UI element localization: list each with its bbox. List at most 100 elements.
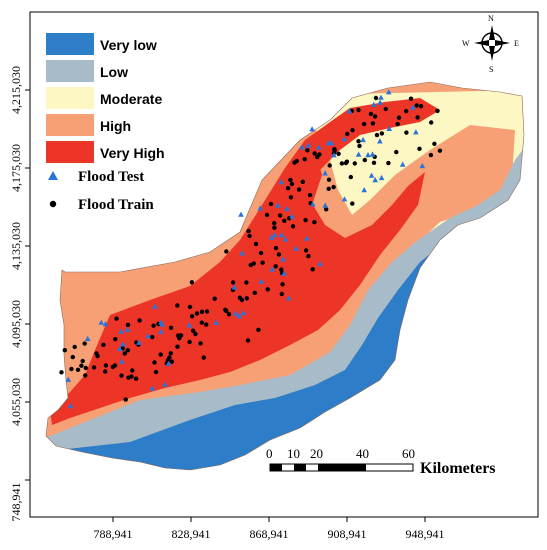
legend-swatch-high [46, 114, 94, 136]
flood-train-point [435, 108, 440, 114]
x-axis: 788,941 828,941 868,941 908,941 948,941 [94, 517, 445, 541]
flood-train-point [59, 370, 64, 375]
flood-test-point [152, 303, 158, 309]
flood-train-point [204, 322, 209, 327]
flood-train-point [268, 201, 274, 207]
flood-test-point [281, 270, 287, 276]
flood-train-point [437, 148, 443, 153]
scale-label-10: 10 [287, 446, 300, 461]
flood-train-point [302, 157, 307, 162]
flood-train-point [122, 351, 128, 356]
flood-test-point [275, 202, 281, 208]
flood-train-point [245, 338, 251, 343]
flood-train-point [352, 161, 357, 166]
flood-train-point [153, 369, 159, 375]
flood-test-point [293, 245, 299, 251]
flood-train-point [199, 320, 204, 325]
flood-test-point [331, 152, 337, 158]
scale-label-20: 20 [310, 446, 323, 461]
flood-train-point [344, 159, 350, 164]
compass-needle-south [489, 46, 495, 61]
flood-test-point [84, 335, 91, 341]
flood-train-point [69, 366, 74, 372]
flood-test-point [257, 205, 263, 211]
flood-train-point [150, 334, 155, 340]
legend-label-low: Low [100, 64, 128, 80]
y-axis: 4,215,030 4,175,030 4,135,030 4,095,030 … [9, 66, 30, 522]
flood-train-point [386, 160, 391, 166]
flood-train-point [79, 363, 84, 368]
legend-label-moderate: Moderate [100, 91, 162, 107]
flood-test-point [305, 142, 312, 148]
flood-test-point [118, 358, 125, 364]
flood-test-point [268, 234, 275, 240]
flood-train-point [415, 115, 420, 120]
flood-train-point [123, 397, 128, 402]
flood-train-point [273, 245, 279, 251]
flood-train-point [332, 147, 337, 152]
y-tick-label: 748,941 [9, 483, 23, 522]
flood-test-point [239, 250, 245, 256]
flood-test-point [271, 232, 278, 238]
flood-train-point [246, 228, 251, 234]
flood-test-point [269, 266, 275, 272]
legend: Very low Low Moderate High Very High Flo… [46, 33, 165, 213]
flood-train-point [119, 373, 124, 378]
flood-test-point [186, 322, 193, 328]
flood-train-point [158, 352, 163, 357]
flood-test-point [238, 211, 244, 217]
flood-test-point [410, 104, 416, 110]
flood-train-point [133, 376, 139, 381]
compass-s: S [489, 65, 493, 74]
flood-train-point [175, 303, 180, 308]
flood-test-point [102, 321, 109, 327]
flood-test-point [361, 187, 367, 193]
flood-train-point [429, 120, 434, 125]
x-tick-label: 948,941 [406, 527, 445, 541]
x-tick-label: 828,941 [172, 527, 211, 541]
flood-train-point [356, 139, 361, 144]
flood-train-point [224, 249, 229, 254]
flood-train-point [187, 304, 193, 310]
flood-train-point [362, 157, 367, 163]
flood-test-point [159, 321, 165, 327]
flood-train-point [383, 106, 388, 112]
legend-swatch-moderate [46, 87, 94, 109]
flood-train-point [348, 174, 353, 180]
flood-train-point [112, 363, 118, 368]
flood-test-point [98, 319, 105, 325]
flood-train-point [279, 267, 284, 272]
flood-train-point [151, 323, 156, 328]
flood-test-point [136, 339, 142, 345]
flood-test-point [370, 101, 377, 107]
flood-train-point [114, 316, 119, 321]
flood-train-point [288, 195, 294, 200]
legend-swatch-low [46, 60, 94, 82]
flood-train-point [307, 192, 313, 198]
flood-train-point [258, 250, 264, 256]
scale-label-0: 0 [266, 446, 273, 461]
flood-test-point [365, 152, 371, 158]
flood-train-point [350, 201, 355, 206]
flood-train-point [260, 260, 265, 265]
flood-test-point [67, 403, 74, 409]
flood-train-point [80, 358, 85, 364]
flood-train-point [199, 309, 205, 314]
flood-train-point [198, 341, 203, 346]
flood-train-point [152, 360, 157, 365]
flood-test-point [231, 284, 238, 290]
flood-train-point [418, 104, 424, 109]
flood-test-point [316, 144, 322, 150]
flood-test-point [299, 144, 305, 150]
flood-train-point [75, 367, 81, 372]
flood-test-point [378, 174, 385, 181]
flood-train-point [350, 128, 355, 133]
flood-train-point [394, 149, 399, 155]
flood-train-point [404, 109, 409, 114]
flood-test-point [317, 260, 323, 267]
flood-test-point [328, 140, 335, 146]
flood-train-point [230, 280, 236, 285]
flood-test-point [213, 319, 220, 325]
flood-train-point [345, 131, 350, 137]
